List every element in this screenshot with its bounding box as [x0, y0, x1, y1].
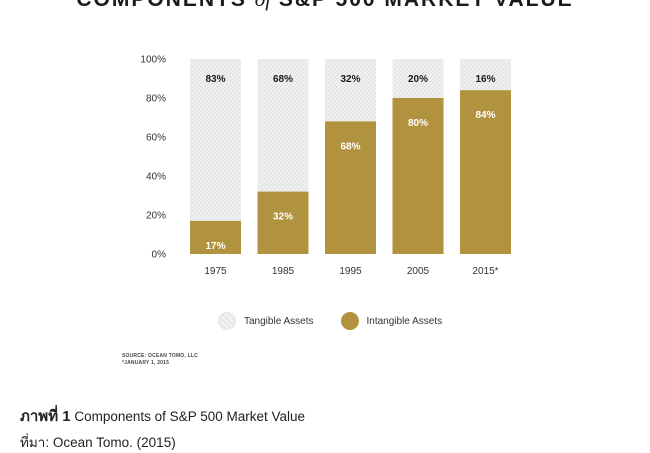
caption-label: ภาพที่ 1: [20, 408, 71, 425]
source-line: SOURCE: OCEAN TOMO, LLC: [122, 353, 198, 359]
data-label-tangible: 83%: [205, 74, 225, 85]
data-label-tangible: 68%: [273, 74, 293, 85]
legend: Tangible Assets Intangible Assets: [218, 308, 469, 334]
title-pre: COMPONENTS: [76, 0, 247, 11]
data-label-intangible: 84%: [475, 110, 495, 121]
x-tick-label: 1995: [339, 266, 362, 277]
x-tick-label: 1985: [272, 266, 295, 277]
bar-intangible: [392, 98, 444, 254]
data-label-tangible: 32%: [340, 74, 360, 85]
x-tick-label: 2005: [407, 266, 430, 277]
figure-caption: ภาพที่ 1 Components of S&P 500 Market Va…: [20, 404, 305, 428]
y-tick-label: 100%: [140, 55, 166, 66]
legend-label-intangible: Intangible Assets: [366, 315, 443, 327]
x-tick-label: 1975: [204, 266, 227, 277]
y-tick-label: 0%: [152, 250, 167, 261]
y-axis: 0% 20% 40% 60% 80% 100%: [140, 55, 166, 261]
x-axis: 1975 1985 1995 2005 2015*: [204, 266, 498, 277]
source-note: SOURCE: OCEAN TOMO, LLC *JANUARY 1, 2015: [122, 353, 198, 367]
bar-intangible: [460, 90, 511, 254]
bar-tangible: [460, 59, 511, 91]
data-label-intangible: 32%: [273, 212, 293, 223]
y-tick-label: 40%: [146, 172, 166, 183]
source-date-line: *JANUARY 1, 2015: [122, 360, 170, 366]
stacked-bar-chart: 0% 20% 40% 60% 80% 100% 83% 17% 68% 32% 32% 68% 20%…: [140, 55, 511, 277]
bar-tangible: [190, 59, 241, 221]
data-label-intangible: 68%: [340, 141, 360, 152]
bars: 83% 17% 68% 32% 32% 68% 20% 80% 16% 84%: [190, 59, 511, 255]
legend-item-intangible: Intangible Assets: [340, 312, 443, 330]
legend-item-tangible: Tangible Assets: [218, 312, 314, 330]
y-tick-label: 20%: [146, 211, 166, 222]
legend-swatch-intangible: [340, 312, 359, 330]
y-tick-label: 60%: [146, 133, 166, 144]
bar-tangible: [392, 59, 444, 98]
title-post: S&P 500 MARKET VALUE: [279, 0, 574, 11]
data-label-intangible: 17%: [205, 241, 225, 252]
title-of: of: [255, 0, 271, 11]
bar-tangible: [257, 59, 309, 192]
bar-intangible: [325, 121, 376, 255]
data-label-intangible: 80%: [408, 118, 428, 129]
caption-reference: ที่มา: Ocean Tomo. (2015): [20, 435, 176, 450]
data-label-tangible: 16%: [475, 74, 495, 85]
chart-title: COMPONENTS of S&P 500 MARKET VALUE: [0, 0, 650, 12]
y-tick-label: 80%: [146, 94, 166, 105]
bar-tangible: [325, 59, 376, 122]
caption-text: Components of S&P 500 Market Value: [74, 409, 306, 424]
data-label-tangible: 20%: [408, 74, 428, 85]
x-tick-label: 2015*: [472, 266, 498, 277]
bar-intangible: [257, 191, 309, 254]
legend-swatch-tangible: [218, 312, 236, 330]
bar-intangible: [190, 220, 241, 254]
legend-label-tangible: Tangible Assets: [244, 315, 314, 327]
